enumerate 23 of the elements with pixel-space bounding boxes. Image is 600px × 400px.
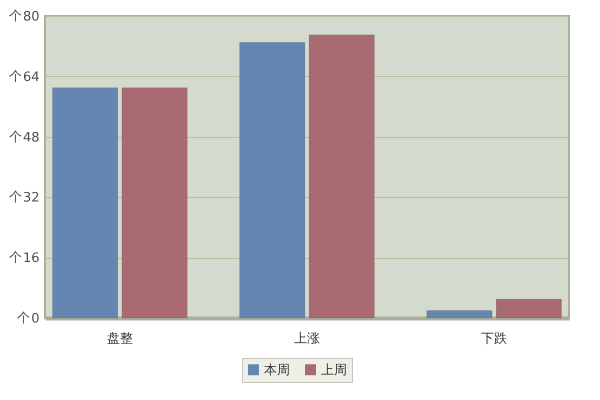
bar [426, 310, 492, 318]
y-tick-label: 0 [31, 312, 40, 326]
y-tick-label: 64 [22, 70, 40, 85]
x-tick-label: 盘整 [106, 332, 133, 346]
bar [52, 88, 118, 318]
x-tick-label: 下跌 [481, 332, 508, 346]
y-tick-label: 16 [22, 251, 40, 266]
x-tick-label: 上涨 [294, 332, 320, 346]
text: 个 [8, 69, 22, 84]
y-tick-label: 80 [22, 10, 40, 24]
text: 个 [8, 250, 22, 266]
bar [308, 34, 375, 318]
bar [122, 88, 188, 318]
bar [496, 298, 562, 318]
text: 个 [8, 9, 22, 24]
legend-label: 上周 [321, 362, 347, 378]
bar [239, 42, 306, 318]
y-tick-label: 32 [22, 190, 40, 206]
legend-label: 本周 [264, 362, 290, 378]
y-axis-title: 个 [17, 311, 30, 326]
text: 个 [8, 190, 22, 206]
y-tick-label: 48 [22, 130, 40, 146]
text: 个 [8, 130, 22, 145]
